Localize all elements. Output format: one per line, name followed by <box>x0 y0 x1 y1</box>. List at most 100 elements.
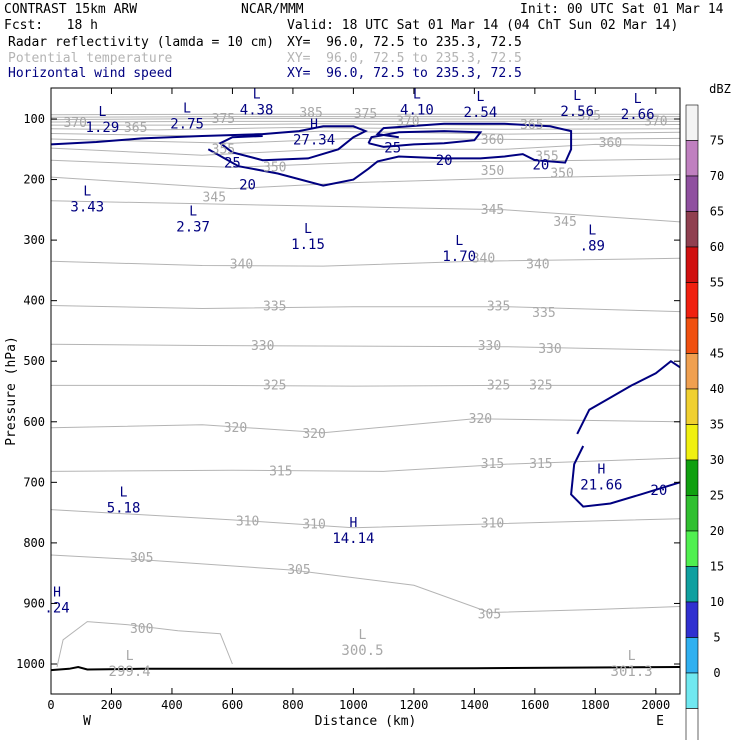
theta-label: 350 <box>481 164 504 179</box>
axes: 100 200 300 400 500 600 700 800 900 1000 0 200 400 60… <box>4 88 680 729</box>
colorbar-swatch <box>685 282 699 319</box>
extremum-value: 3.43 <box>70 200 104 216</box>
org-label: NCAR/MMM <box>241 2 304 17</box>
colorbar-level: 0 <box>713 666 720 680</box>
theta-label: 330 <box>538 342 561 357</box>
x-tick-label: 600 <box>222 698 244 712</box>
theta-label: 325 <box>263 378 286 393</box>
y-tick-label: 300 <box>23 233 45 247</box>
extremum-kind: L <box>413 88 421 103</box>
theta-label: 305 <box>478 607 501 622</box>
theta-contour-4 <box>51 123 680 126</box>
theta-contour-12 <box>51 257 680 267</box>
colorbar-swatch <box>685 601 699 638</box>
wind-contour-3 <box>576 359 680 435</box>
extremum-kind: L <box>253 88 261 103</box>
colorbar-swatch <box>685 495 699 532</box>
extremum-value: 14.14 <box>332 531 374 547</box>
field-name-wind: Horizontal wind speed <box>8 66 173 81</box>
field-name-theta: Potential temperature <box>8 51 173 66</box>
colorbar-level: 55 <box>710 276 724 290</box>
colorbar-swatch <box>685 566 699 603</box>
y-tick-label: 900 <box>23 596 45 610</box>
extremum-value: 1.70 <box>442 249 476 265</box>
theta-contour-13 <box>51 305 680 313</box>
theta-label: 365 <box>124 121 147 136</box>
model-title: CONTRAST 15km ARW <box>4 2 138 17</box>
theta-label: 385 <box>299 106 322 121</box>
colorbar-swatch <box>685 459 699 496</box>
wind-labels: 20 25 25 20 20 20 <box>224 140 667 499</box>
x-tick-label: 400 <box>161 698 183 712</box>
y-tick-label: 100 <box>23 112 45 126</box>
wind-label: 20 <box>436 153 453 169</box>
y-tick-label: 400 <box>23 294 45 308</box>
extremum-value: 301.3 <box>611 664 653 680</box>
extremum-value: 2.54 <box>464 105 498 121</box>
theta-label: 310 <box>481 517 504 532</box>
extremum-kind: L <box>189 205 197 220</box>
theta-label: 370 <box>396 114 419 129</box>
extremum-kind: L <box>183 102 191 117</box>
theta-contours <box>51 113 680 668</box>
theta-label: 360 <box>599 136 622 151</box>
theta-label: 370 <box>63 116 86 131</box>
colorbar-level: 15 <box>710 560 724 574</box>
colorbar-level: 75 <box>710 134 724 148</box>
theta-contour-20 <box>56 621 233 668</box>
theta-contour-1 <box>51 116 680 118</box>
x-tick-label: 1400 <box>460 698 489 712</box>
theta-contour-0 <box>51 113 680 116</box>
y-axis-label: Pressure (hPa) <box>4 336 19 446</box>
theta-label: 325 <box>529 378 552 393</box>
theta-contour-14 <box>51 343 680 351</box>
surface-pressure-line <box>50 665 681 672</box>
colorbar-swatch <box>685 317 699 354</box>
wind-contour-1 <box>207 122 573 187</box>
theta-contour-10 <box>51 174 680 190</box>
colorbar-swatch <box>685 424 699 461</box>
theta-label: 345 <box>481 203 504 218</box>
extremum-kind: H <box>53 585 61 600</box>
colorbar-swatch <box>685 353 699 390</box>
theta-label: 310 <box>236 515 259 530</box>
theta-label: 375 <box>578 109 601 124</box>
colorbar-level: 30 <box>710 453 724 467</box>
colorbar-swatch <box>685 246 699 283</box>
wind-label: 25 <box>384 140 401 156</box>
field-name-reflectivity: Radar reflectivity (lamda = 10 cm) <box>8 35 275 50</box>
theta-label: 335 <box>487 300 510 315</box>
extremum-value: 2.37 <box>176 220 210 236</box>
theta-label: 330 <box>251 339 274 354</box>
colorbar-level: 25 <box>710 489 724 503</box>
x-tick-label: 200 <box>101 698 123 712</box>
extremum-kind: L <box>634 92 642 107</box>
theta-label: 370 <box>644 114 667 129</box>
extremum-kind: L <box>476 90 484 105</box>
wind-label: 20 <box>239 177 256 193</box>
theta-contour-17 <box>51 457 680 472</box>
theta-label: 330 <box>478 339 501 354</box>
colorbar-level: 65 <box>710 205 724 219</box>
extremum-value: 299.4 <box>109 664 151 680</box>
theta-contour-18 <box>51 509 680 529</box>
extremum-kind: L <box>126 649 134 664</box>
x-tick-label: 1800 <box>581 698 610 712</box>
field-xy-reflectivity: XY= 96.0, 72.5 to 235.3, 72.5 <box>287 35 522 50</box>
theta-label: 335 <box>532 306 555 321</box>
chart-header: CONTRAST 15km ARW NCAR/MMM Init: 00 UTC … <box>0 0 740 88</box>
theta-label: 375 <box>354 107 377 122</box>
colorbar-level: 35 <box>710 418 724 432</box>
forecast-hour: Fcst: 18 h <box>4 18 98 33</box>
extremum-kind: L <box>83 185 91 200</box>
y-tick-label: 800 <box>23 536 45 550</box>
extremum-value: .89 <box>580 238 605 254</box>
extremum-kind: L <box>573 89 581 104</box>
extremum-kind: L <box>588 223 596 238</box>
field-xy-theta: XY= 96.0, 72.5 to 235.3, 72.5 <box>287 51 522 66</box>
extremum-value: 2.56 <box>560 104 594 120</box>
extremum-value: 1.15 <box>291 237 325 253</box>
colorbar-swatch <box>685 140 699 177</box>
wind-label: 20 <box>650 483 667 499</box>
extremum-kind: L <box>98 105 106 120</box>
